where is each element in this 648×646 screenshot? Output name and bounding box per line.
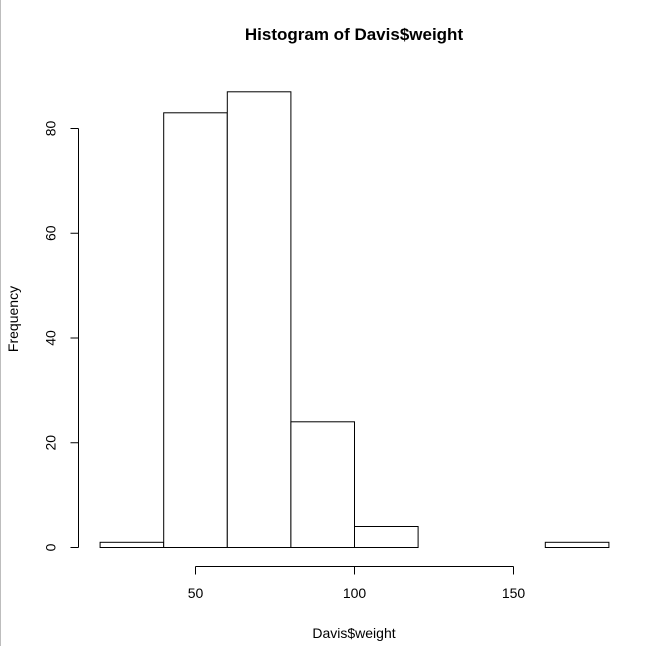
- bars-group: [99, 91, 610, 549]
- histogram-bar-40-60: [163, 112, 228, 549]
- y-axis: 0 20 40 60 80: [43, 121, 79, 551]
- y-tick-label-20: 20: [43, 435, 59, 451]
- histogram-bar-60-80: [226, 91, 292, 549]
- x-axis: 50 100 150: [188, 566, 526, 601]
- histogram-bar-80-100: [290, 421, 355, 548]
- chart-title: Histogram of Davis$weight: [245, 25, 464, 44]
- x-tick-label-150: 150: [502, 585, 526, 601]
- histogram-bar-160-180: [544, 541, 610, 548]
- y-tick-label-80: 80: [43, 121, 59, 137]
- y-tick-label-60: 60: [43, 225, 59, 241]
- x-tick-label-100: 100: [343, 585, 367, 601]
- x-axis-title: Davis$weight: [312, 625, 395, 641]
- y-axis-title: Frequency: [5, 286, 21, 352]
- histogram-bar-20-40: [99, 541, 165, 548]
- y-tick-label-40: 40: [43, 330, 59, 346]
- histogram-bar-100-120: [354, 526, 419, 548]
- x-tick-label-50: 50: [188, 585, 204, 601]
- y-tick-label-0: 0: [43, 543, 59, 551]
